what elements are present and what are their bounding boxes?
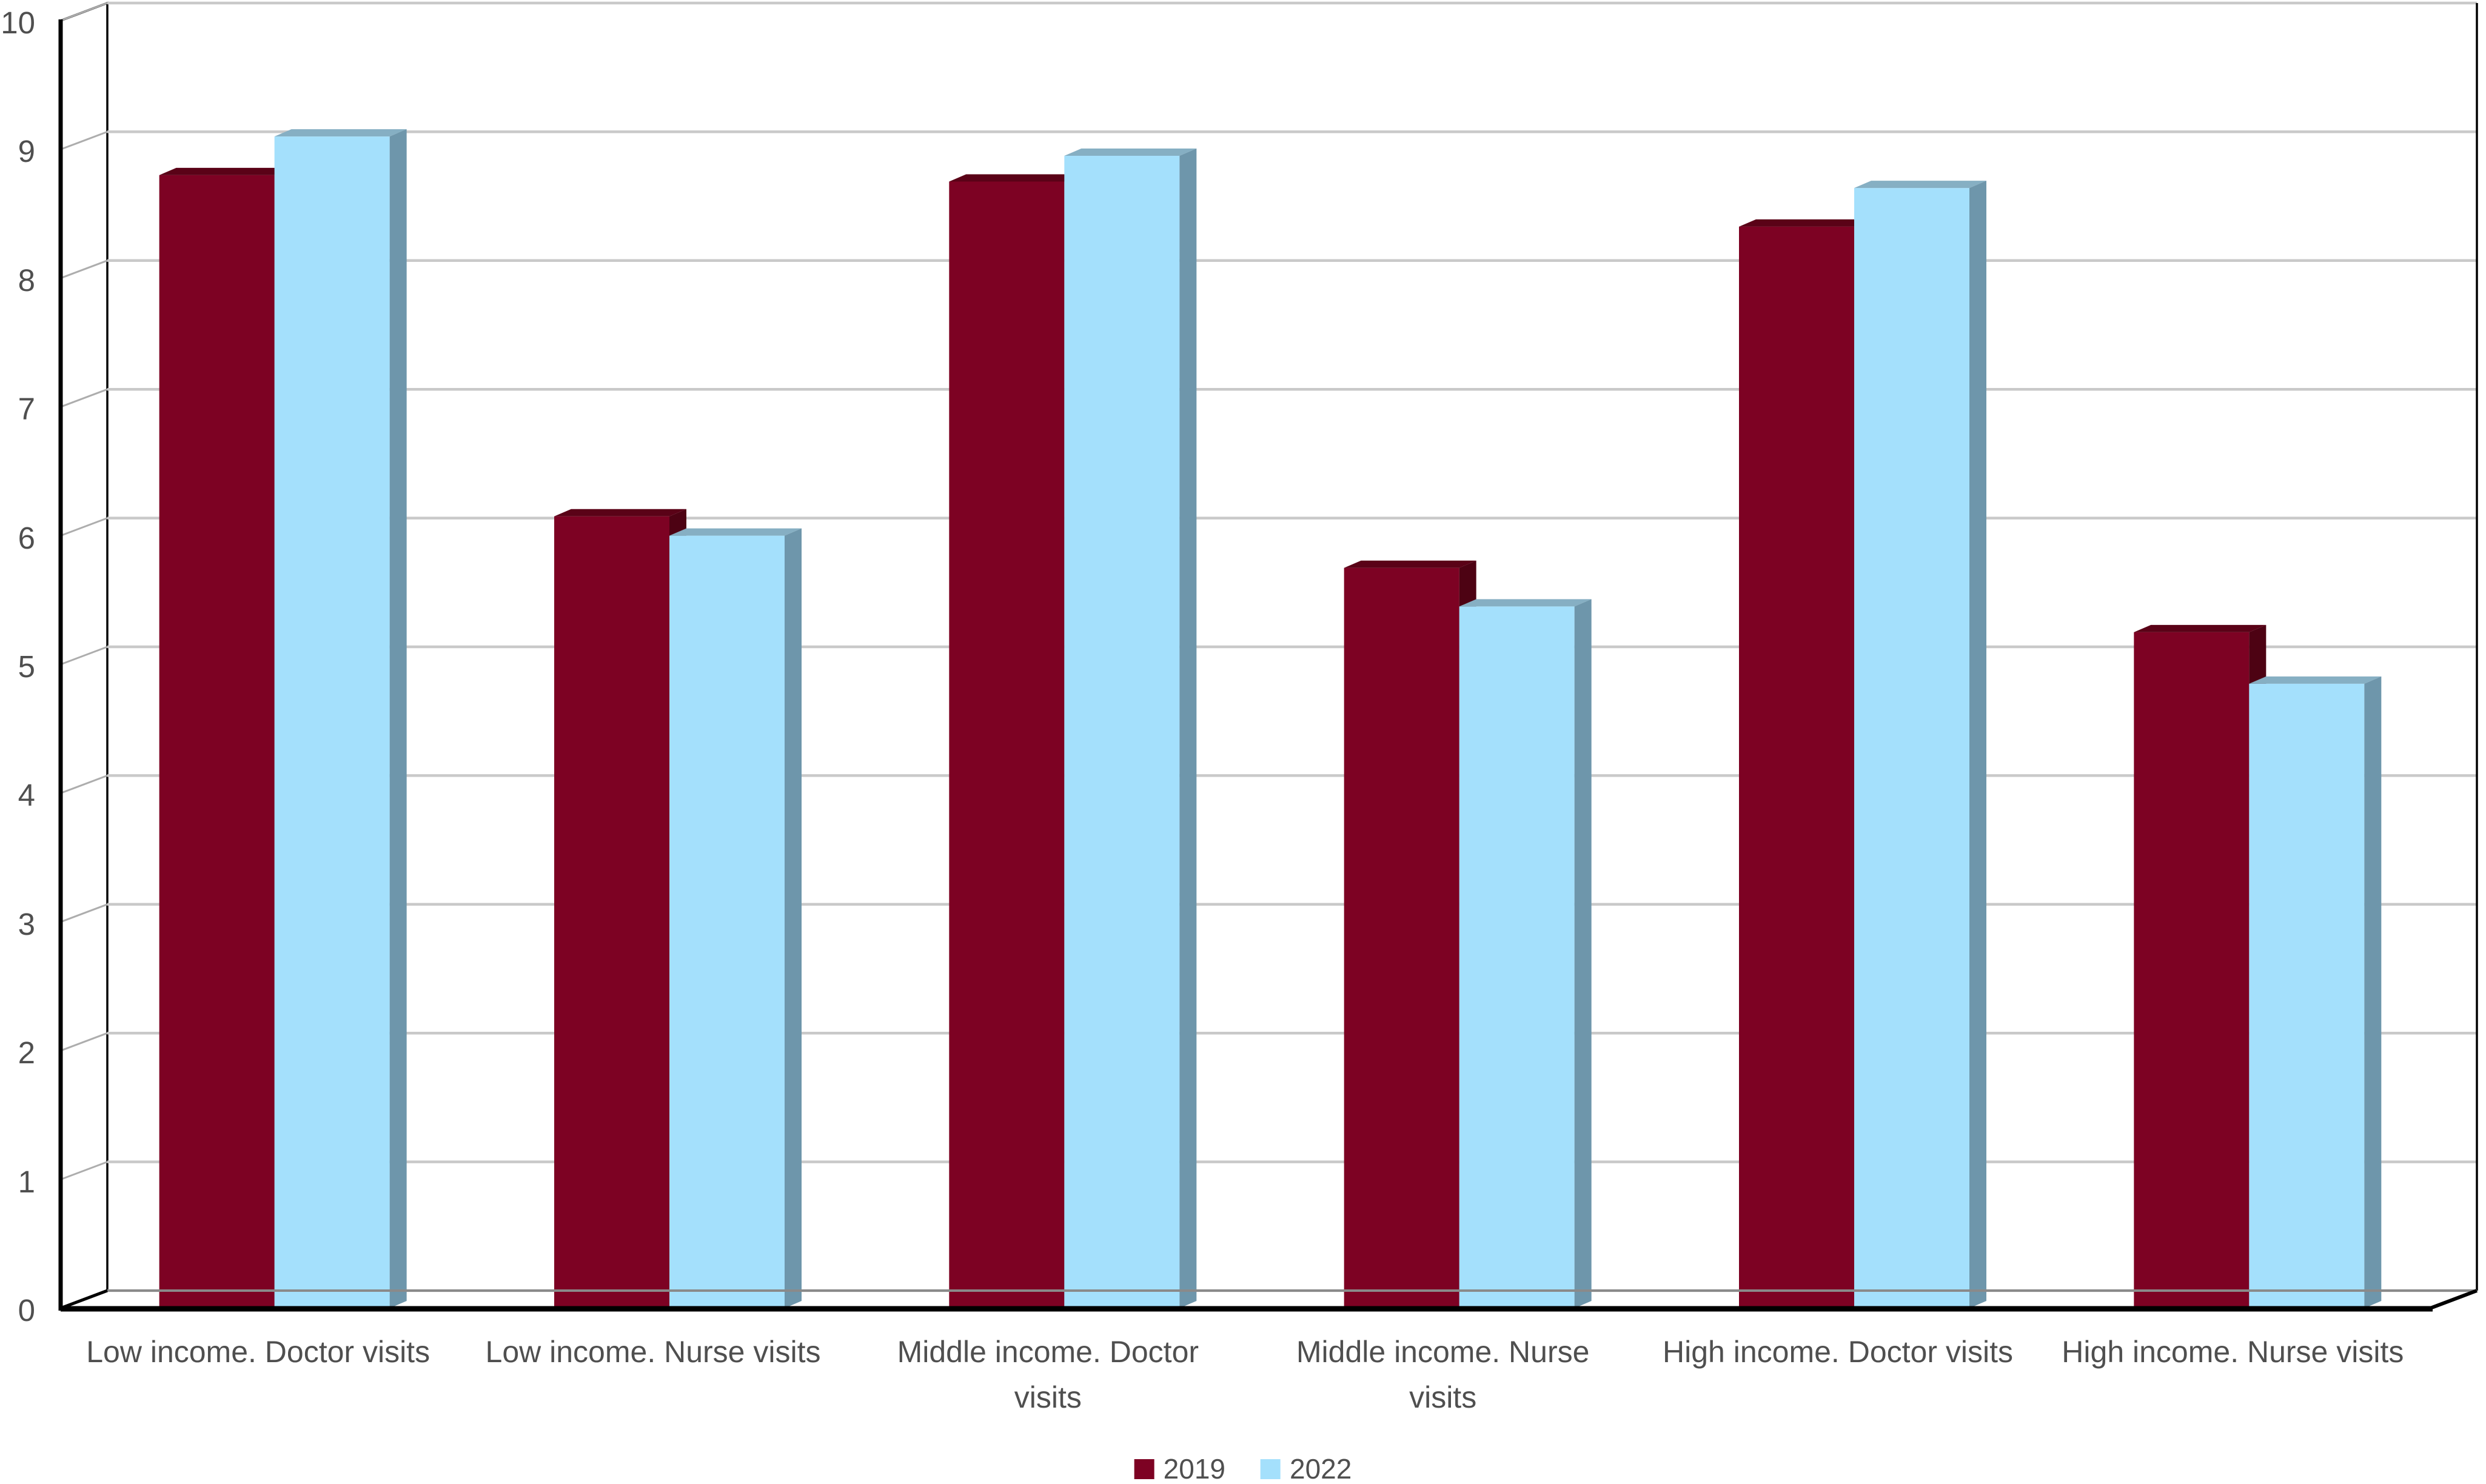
y-tick-label-7: 7 [18,392,35,427]
x-category-label-5: High income. Nurse visits [2062,1335,2404,1369]
legend-label-2022: 2022 [1290,1453,1352,1484]
bar-side-2022-1 [785,528,802,1308]
bar-top-2019-0 [159,167,292,175]
wall-gridline-stub [60,517,108,537]
wall-gridline-stub [60,774,108,794]
bar-side-2022-0 [389,129,407,1308]
bar-side-2022-4 [1969,181,1986,1308]
bar-2022-4 [1854,188,1969,1308]
legend-item-2019: 2019 [1134,1455,1225,1483]
bar-side-2022-3 [1574,599,1592,1309]
legend-item-2022: 2022 [1261,1455,1352,1483]
legend: 2019 2022 [1134,1455,1352,1483]
y-tick-label-10: 10 [1,5,35,40]
wall-gridline-stub [60,1161,108,1181]
x-category-label-0: Low income. Doctor visits [86,1335,431,1369]
y-tick-label-8: 8 [18,262,35,298]
wall-gridline-stub [60,903,108,923]
bar-top-2022-2 [1064,149,1197,156]
bar-2022-3 [1459,606,1575,1309]
bar-top-2019-5 [2134,624,2267,632]
bar-top-2022-4 [1854,181,1986,189]
wall-gridline-stub [60,2,108,22]
bar-2022-5 [2249,683,2365,1308]
bar-top-2019-4 [1739,219,1871,227]
y-tick-label-5: 5 [18,649,35,684]
bar-top-2019-3 [1344,560,1476,568]
y-tick-label-0: 0 [18,1293,35,1328]
x-category-label-1: Low income. Nurse visits [485,1335,821,1369]
legend-swatch-2022-icon [1261,1459,1281,1479]
bar-2022-2 [1064,156,1180,1308]
wall-gridline-stub [60,646,108,666]
floor-right-corner [2429,1289,2478,1310]
wall-gridline-stub [60,130,108,150]
bar-side-2022-5 [2364,676,2382,1308]
y-tick-label-9: 9 [18,134,35,169]
legend-label-2019: 2019 [1163,1453,1225,1484]
bar-2019-3 [1344,567,1459,1309]
x-category-label-2: Middle income. Doctor visits [897,1335,1199,1414]
y-tick-label-1: 1 [18,1164,35,1199]
bar-top-2019-1 [554,509,686,516]
wall-gridline-stub [60,259,108,279]
y-tick-label-6: 6 [18,520,35,555]
legend-swatch-2019-icon [1134,1459,1154,1479]
y-tick-label-2: 2 [18,1035,35,1071]
floor-left-corner [60,1289,108,1310]
wall-gridline-stub [60,1032,108,1052]
bar-2019-1 [554,516,669,1308]
x-category-label-3: Middle income. Nurse visits [1296,1335,1590,1414]
bar-2022-1 [669,535,785,1308]
bar-top-2022-0 [274,129,407,137]
bar-2019-4 [1739,226,1854,1309]
wall-gridline-stub [60,388,108,408]
x-category-label-4: High income. Doctor visits [1663,1335,2013,1369]
y-tick-label-4: 4 [18,778,35,813]
bar-side-2022-2 [1179,149,1197,1308]
bar-top-2022-1 [669,528,802,536]
bar-top-2022-3 [1459,599,1592,607]
bar-2022-0 [274,136,390,1308]
y-tick-label-3: 3 [18,906,35,941]
bar-2019-2 [949,181,1065,1308]
bar-2019-0 [159,175,275,1308]
bar-top-2022-5 [2249,676,2382,684]
bar-top-2019-2 [949,174,1082,182]
bar-2019-5 [2134,632,2250,1308]
